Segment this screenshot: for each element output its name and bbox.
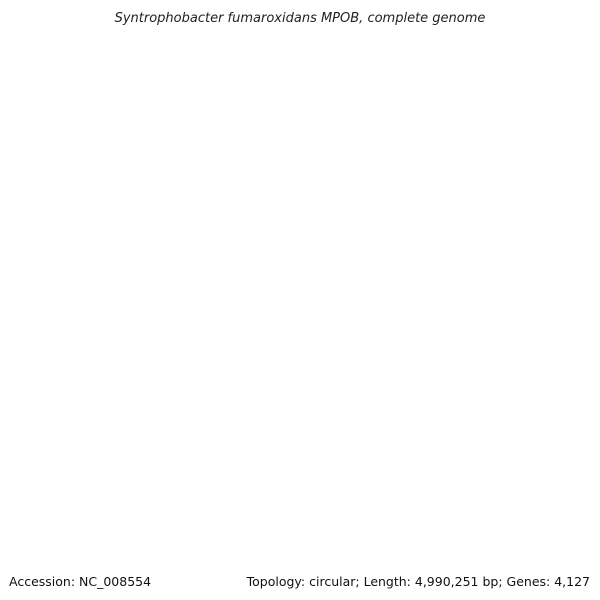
map-title: Syntrophobacter fumaroxidans MPOB, compl…	[115, 11, 486, 26]
accession-label: Accession: NC_008554	[9, 574, 151, 589]
genome-summary: Topology: circular; Length: 4,990,251 bp…	[246, 574, 590, 589]
